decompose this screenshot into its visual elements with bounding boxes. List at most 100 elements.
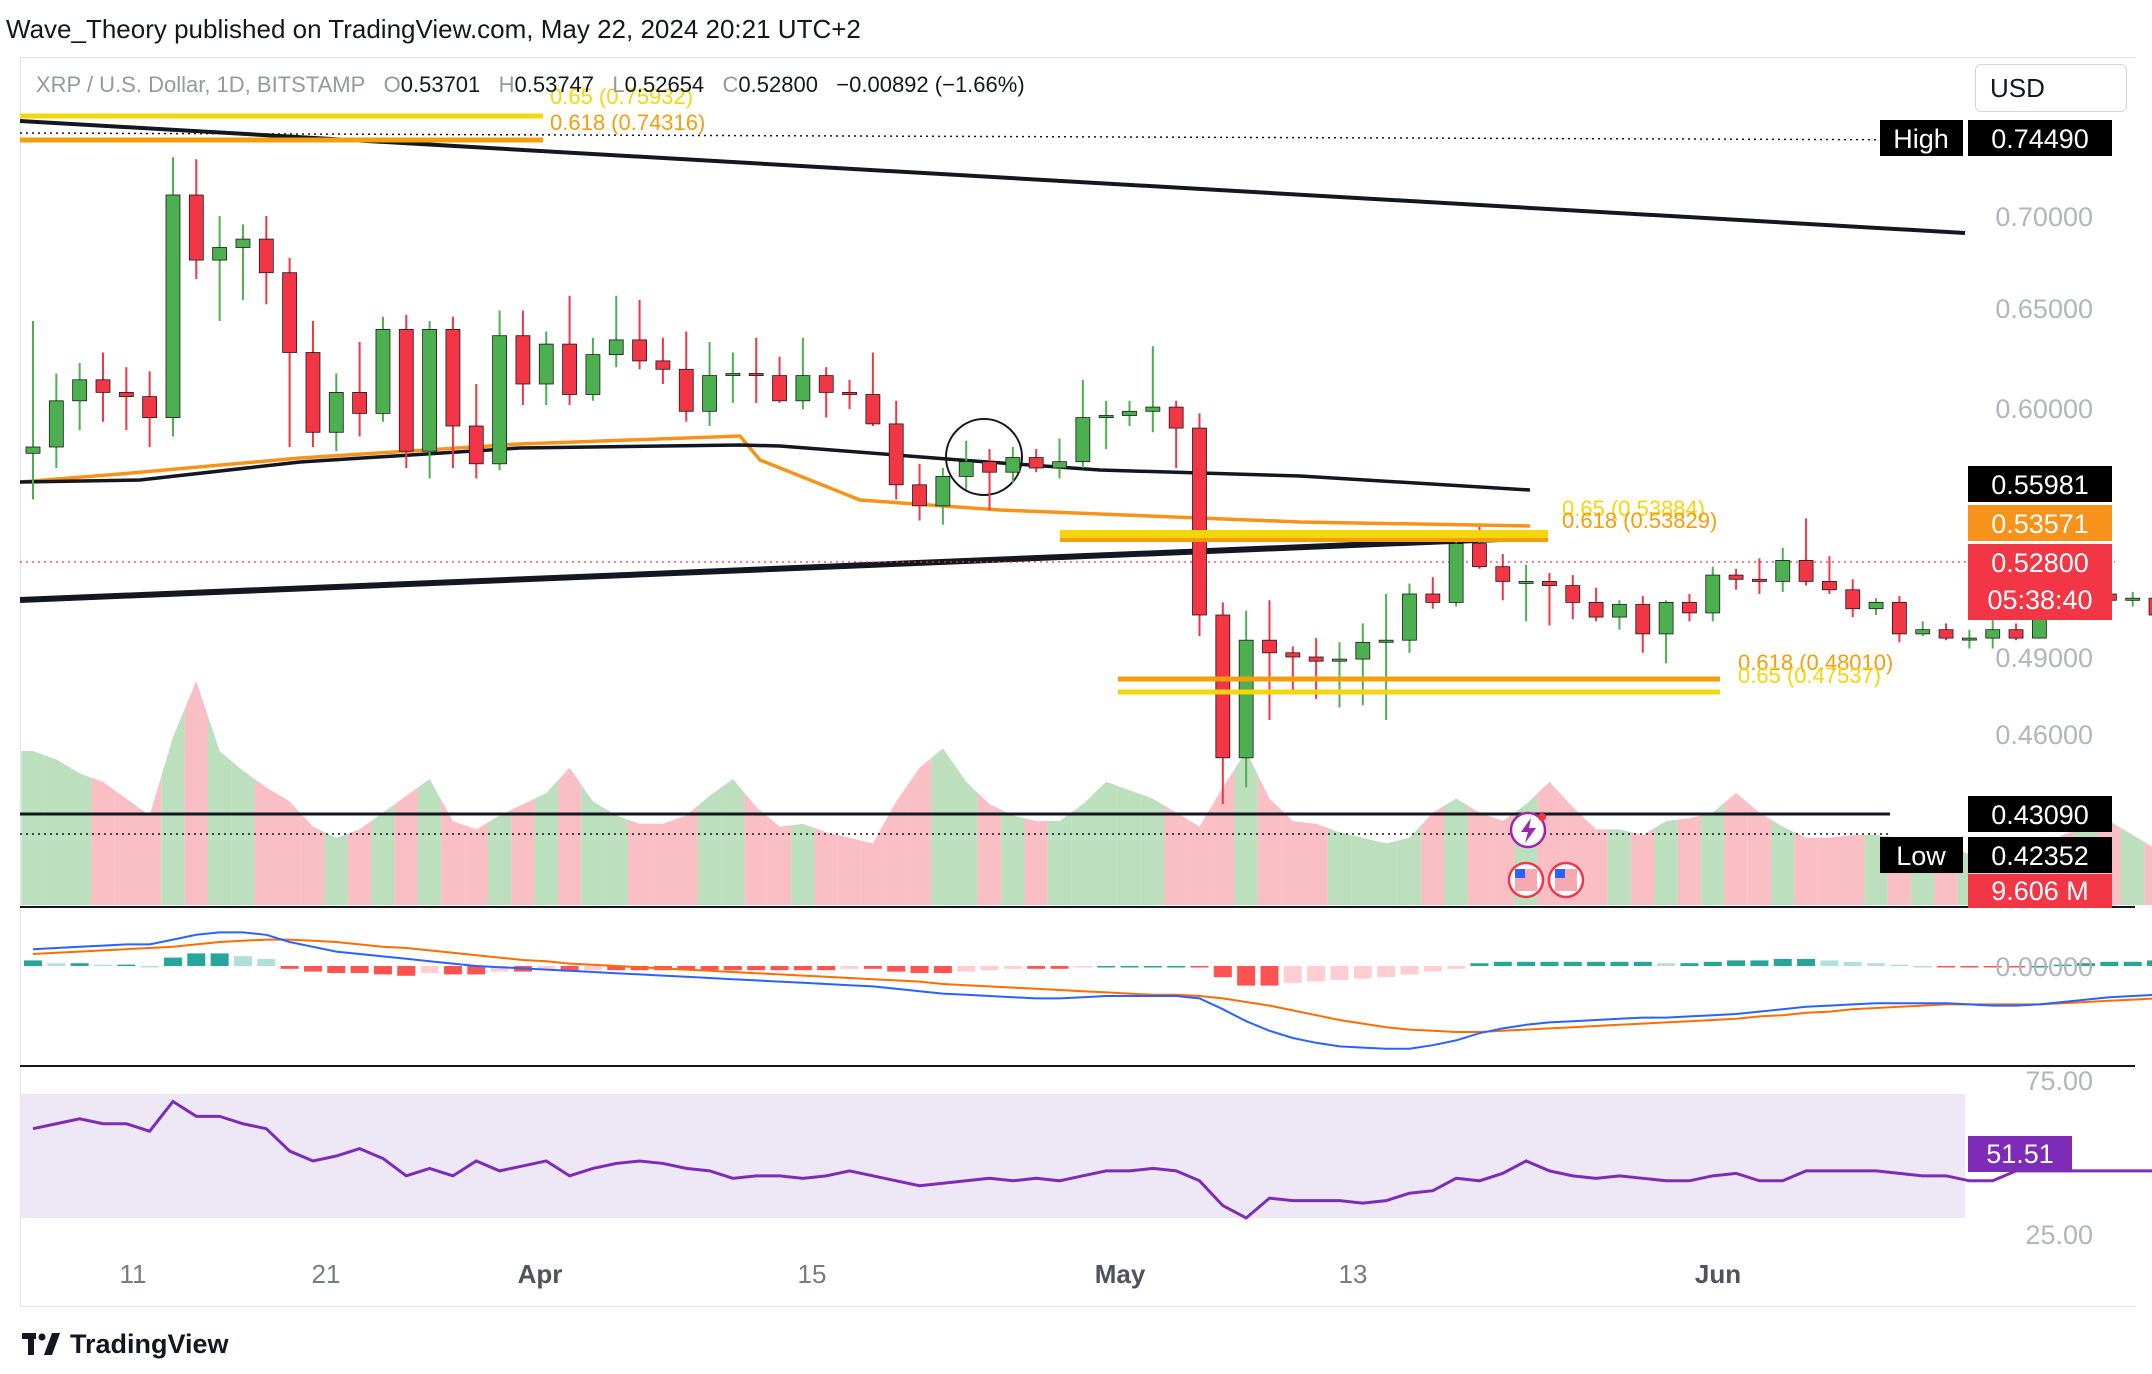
macd-axis-label: 0.00000: [1995, 952, 2093, 982]
volume-bar: [1467, 805, 1492, 905]
volume-bar: [557, 767, 582, 905]
macd-histogram-bar: [747, 966, 766, 971]
volume-bar: [1047, 812, 1072, 905]
macd-histogram-bar: [1470, 963, 1489, 966]
macd-histogram-bar: [840, 966, 859, 969]
rsi-value-label: 51.51: [1986, 1139, 2054, 1169]
flag-canton: [1515, 869, 1525, 878]
ohlc-legend: XRP / U.S. Dollar, 1D, BITSTAMP O0.53701…: [36, 72, 1025, 98]
macd-histogram-bar: [607, 966, 626, 971]
macd-histogram-bar: [1330, 966, 1349, 980]
candle-body: [1075, 417, 1091, 463]
volume-bar: [907, 758, 932, 905]
candle-body: [865, 394, 881, 425]
volume-bar: [1444, 798, 1468, 905]
candle-body: [1378, 639, 1394, 643]
candle-body: [702, 375, 717, 412]
high-dotted-line: [19, 132, 1956, 141]
macd-histogram-bar: [793, 966, 812, 971]
volume-bar: [861, 822, 885, 905]
volume-bar: [2144, 842, 2152, 905]
candle-body: [1705, 574, 1721, 614]
macd-histogram-bar: [1143, 966, 1162, 968]
macd-histogram-bar: [1657, 963, 1676, 966]
candle-body: [1215, 614, 1231, 759]
candle-body: [445, 328, 461, 427]
volume-bar: [977, 793, 1002, 905]
macd-histogram-bar: [1820, 960, 1839, 966]
time-axis-label: Apr: [518, 1259, 563, 1289]
brand-name: TradingView: [70, 1328, 229, 1359]
volume-bar: [347, 821, 372, 905]
macd-histogram-bar: [537, 966, 556, 971]
volume-bar: [534, 780, 558, 905]
candle-body: [328, 391, 344, 433]
currency-button[interactable]: USD: [1975, 64, 2127, 112]
volume-bar: [814, 828, 838, 905]
time-axis-label: 15: [798, 1259, 827, 1289]
time-axis-label: 11: [120, 1259, 147, 1289]
volume-bar: [1327, 828, 1352, 905]
candle-body: [538, 343, 554, 385]
rsi-axis-label: 25.00: [2025, 1220, 2093, 1250]
volume-bar: [791, 823, 815, 905]
volume-bar: [767, 816, 792, 905]
candle-body: [1612, 604, 1627, 618]
macd-histogram-bar: [1517, 961, 1536, 966]
candle-body: [1518, 581, 1534, 584]
volume-bar: [1654, 819, 1678, 905]
volume-bar: [21, 751, 45, 905]
price-axis-label: 0.70000: [1995, 202, 2093, 232]
candle-body: [1845, 589, 1861, 610]
candle-body: [95, 379, 111, 393]
price-tag-label: Low: [1896, 841, 1946, 871]
symbol-label[interactable]: XRP / U.S. Dollar, 1D, BITSTAMP: [36, 72, 366, 97]
candle-body: [72, 379, 88, 402]
volume-bar: [1304, 822, 1328, 905]
macd-histogram-bar: [1307, 966, 1326, 982]
candle-body: [1635, 604, 1651, 635]
candle-body: [515, 335, 531, 385]
macd-histogram-bar: [863, 966, 882, 969]
macd-histogram-bar: [257, 959, 276, 966]
rsi-band: [20, 1094, 1965, 1218]
volume-bar: [324, 832, 348, 905]
candle-body: [305, 352, 321, 433]
candle-body: [795, 375, 811, 402]
volume-bar: [837, 835, 862, 905]
candle-body: [1542, 581, 1557, 587]
macd-histogram-bar: [817, 966, 836, 971]
volume-bar: [231, 760, 255, 905]
ascending-trendline: [19, 534, 1549, 603]
macd-histogram-bar: [1260, 966, 1279, 986]
macd-histogram-bar: [1377, 966, 1396, 978]
candle-body: [1332, 658, 1347, 662]
candle-body: [1028, 457, 1044, 469]
price-axis-label: 0.49000: [1995, 643, 2093, 673]
countdown-label: 05:38:40: [1987, 585, 2092, 615]
volume-bar: [744, 793, 768, 905]
volume-bar: [161, 709, 185, 905]
candle-body: [1005, 457, 1021, 473]
candle-body: [1168, 406, 1184, 429]
candle-body: [585, 354, 601, 395]
macd-histogram-bar: [2077, 963, 2096, 966]
volume-bar: [1164, 805, 1188, 905]
tradingview-logo[interactable]: TradingView: [22, 1326, 229, 1362]
macd-histogram-bar: [47, 963, 66, 966]
ema-orange-line: [19, 434, 1531, 528]
macd-histogram-bar: [350, 966, 369, 973]
macd-histogram-bar: [93, 964, 112, 967]
price-tag: [1968, 544, 2112, 620]
volume-bar: [1584, 818, 1608, 905]
volume-bar: [954, 765, 978, 905]
candle-body: [118, 391, 134, 397]
candle-body: [1752, 578, 1767, 582]
price-tag: [1968, 120, 2112, 156]
volume-bar: [1351, 835, 1375, 905]
macd-histogram-bar: [187, 953, 206, 966]
candle-body: [235, 238, 251, 248]
price-axis-label: 0.65000: [1995, 294, 2093, 324]
macd-histogram-bar: [1283, 966, 1302, 983]
